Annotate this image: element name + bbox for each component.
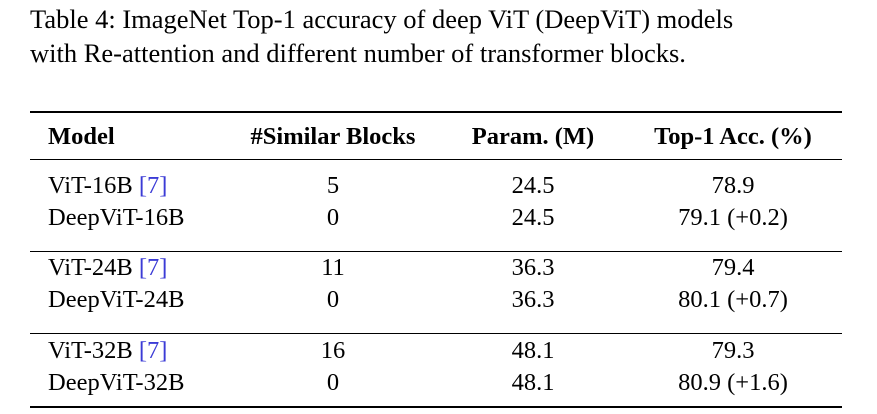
model-cell: DeepViT-16B <box>48 204 184 232</box>
caption-line: with Re-attention and different number o… <box>30 38 686 68</box>
table-cell: 36.3 <box>511 286 555 313</box>
model-name: ViT-32B <box>48 337 133 364</box>
table-cell: 16 <box>320 337 346 364</box>
table-cell: 0 <box>326 204 340 231</box>
header-cell: Model <box>48 123 115 150</box>
table-cell: 78.9 <box>711 172 755 199</box>
table-cell: 48.1 <box>511 369 555 396</box>
table-cell: 80.9 (+1.6) <box>678 369 788 396</box>
table-cell: 79.3 <box>711 337 755 364</box>
group-rule <box>30 251 842 252</box>
table-cell: 48.1 <box>511 337 555 364</box>
header-cell: Param. (M) <box>471 123 595 150</box>
caption-line: Table 4: ImageNet Top-1 accuracy of deep… <box>30 4 734 34</box>
table-cell: 79.1 (+0.2) <box>678 204 788 231</box>
table-cell: 0 <box>326 286 340 313</box>
table-cell: 5 <box>326 172 340 199</box>
model-cell: ViT-24B [7] <box>48 254 167 282</box>
header-cell: Top-1 Acc. (%) <box>654 123 812 150</box>
table-cell: 80.1 (+0.7) <box>678 286 788 313</box>
citation: [7] <box>138 337 168 364</box>
model-cell: ViT-16B [7] <box>48 172 167 200</box>
table-cell: 79.4 <box>711 254 755 281</box>
model-name: DeepViT-16B <box>48 204 185 231</box>
model-name: DeepViT-24B <box>48 286 185 313</box>
group-rule <box>30 333 842 334</box>
model-cell: DeepViT-32B <box>48 369 184 397</box>
table-cell: 0 <box>326 369 340 396</box>
model-cell: DeepViT-24B <box>48 286 184 314</box>
model-name: ViT-24B <box>48 254 133 281</box>
bottom-rule <box>30 406 842 408</box>
table-cell: 24.5 <box>511 204 555 231</box>
model-name: DeepViT-32B <box>48 369 185 396</box>
citation: [7] <box>138 172 168 199</box>
table-cell: 24.5 <box>511 172 555 199</box>
header-cell: #Similar Blocks <box>250 123 416 150</box>
top-rule <box>30 111 842 113</box>
header-rule <box>30 159 842 160</box>
citation: [7] <box>138 254 168 281</box>
model-cell: ViT-32B [7] <box>48 337 167 365</box>
table-cell: 11 <box>321 254 345 281</box>
table-cell: 36.3 <box>511 254 555 281</box>
model-name: ViT-16B <box>48 172 133 199</box>
